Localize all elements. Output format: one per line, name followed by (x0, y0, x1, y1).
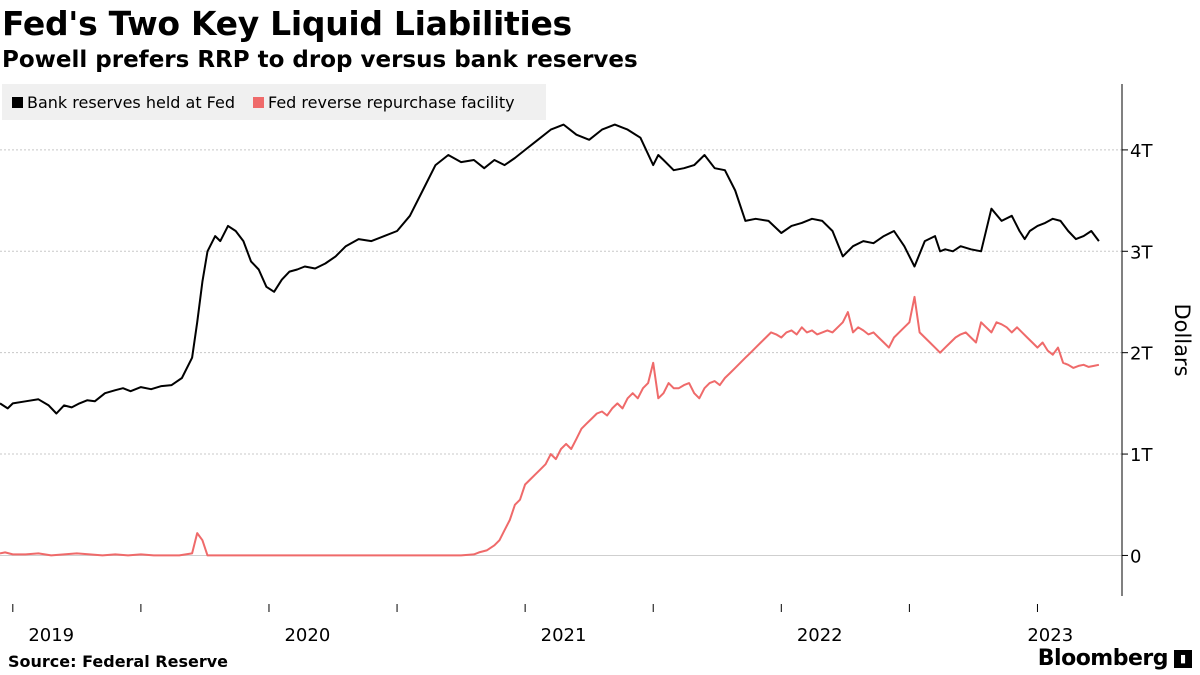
legend-item-rrp: Fed reverse repurchase facility (253, 93, 515, 112)
x-tick-label: 2023 (1027, 625, 1073, 646)
bloomberg-logo: Bloomberg (1037, 646, 1169, 671)
series-line-rrp (0, 295, 1100, 557)
y-tick-label: 3T (1130, 242, 1153, 263)
y-tick-label: 2T (1130, 344, 1153, 365)
y-tick-label: 4T (1130, 141, 1153, 162)
x-tick-label: 2020 (284, 625, 330, 646)
legend: Bank reserves held at Fed Fed reverse re… (2, 84, 546, 120)
legend-label-bank-reserves: Bank reserves held at Fed (27, 92, 235, 112)
series-line-bank-reserves (0, 123, 1100, 415)
legend-swatch-bank-reserves (12, 96, 23, 108)
legend-swatch-rrp (253, 96, 264, 108)
bloomberg-chart-icon: ▮ (1174, 650, 1192, 668)
x-tick-label: 2019 (28, 625, 74, 646)
x-tick-label: 2021 (541, 625, 587, 646)
chart-subtitle: Powell prefers RRP to drop versus bank r… (2, 47, 638, 73)
y-tick-label: 0 (1130, 546, 1141, 567)
x-tick-label: 2022 (797, 625, 843, 646)
legend-label-rrp: Fed reverse repurchase facility (268, 92, 515, 112)
chart-title: Fed's Two Key Liquid Liabilities (2, 4, 572, 43)
y-tick-label: 1T (1130, 445, 1153, 466)
legend-item-bank-reserves: Bank reserves held at Fed (12, 93, 235, 112)
y-axis-label: Dollars (1170, 303, 1194, 376)
source-note: Source: Federal Reserve (8, 652, 228, 671)
